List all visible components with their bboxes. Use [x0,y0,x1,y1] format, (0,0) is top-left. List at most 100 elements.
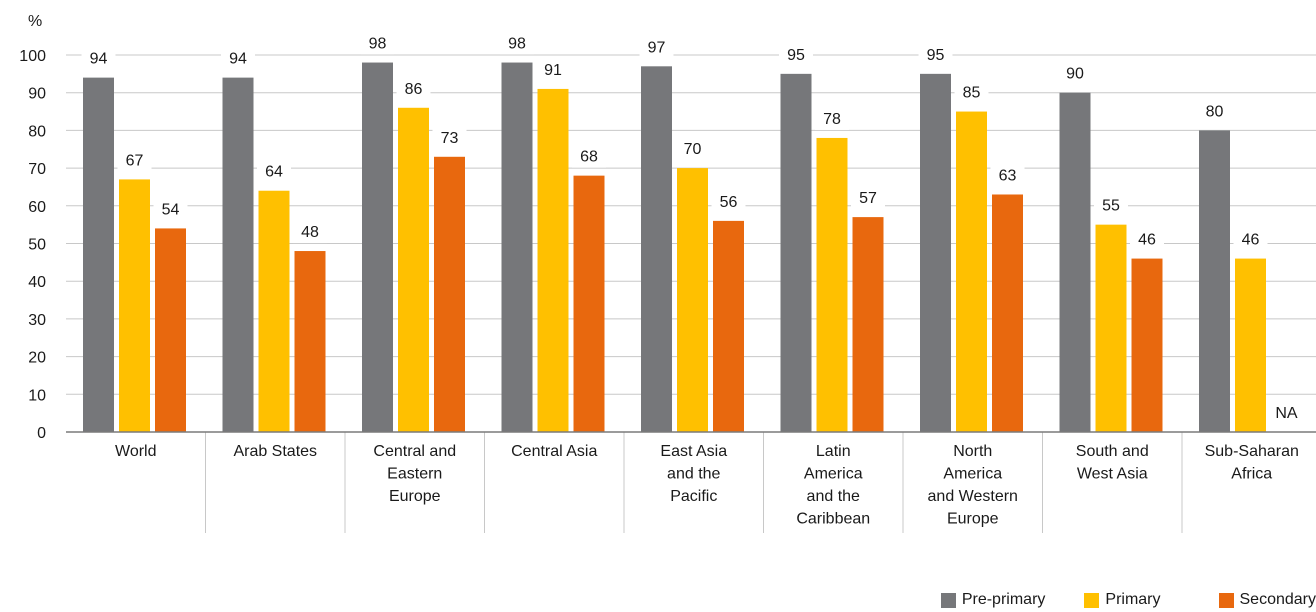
legend-label: Pre-primary [961,591,1046,608]
data-label: 46 [1138,232,1156,249]
category-label: Europe [389,488,441,505]
data-label: 70 [684,141,702,158]
legend: Pre-primary Primary Secondary [940,589,1316,611]
data-label: 46 [1242,232,1260,249]
data-label: 63 [999,167,1017,184]
data-label-background [432,124,467,149]
bar [1059,92,1091,432]
data-label-background [360,30,395,55]
data-label: 90 [1066,66,1084,83]
y-tick-label: 80 [28,123,46,140]
data-label-background [81,45,116,70]
category-label: North [953,443,992,460]
category-label: Latin [816,443,851,460]
bar [992,194,1023,432]
bar [537,88,569,433]
data-label: 68 [580,149,598,166]
data-label-background [396,75,431,100]
category-label: World [115,443,157,460]
legend-swatch [1084,592,1100,608]
bar [258,190,290,432]
data-label: 57 [859,190,877,207]
data-label-background [711,188,746,213]
y-tick-label: 60 [28,199,46,216]
bar [641,66,672,432]
data-label: 80 [1206,103,1224,120]
data-label-background [639,34,674,59]
data-label: 86 [405,81,423,98]
bar [222,77,254,433]
bar [573,175,605,432]
y-tick-label: 50 [28,237,46,254]
category-label: Africa [1231,466,1272,483]
bar [434,156,465,433]
data-label-background [1058,60,1092,85]
data-label-background [918,41,953,66]
data-label: 85 [963,85,981,102]
data-label-background [675,136,710,161]
data-label: 98 [369,36,387,53]
category-label: Pacific [670,488,717,505]
legend-item: Primary [1084,591,1161,609]
category-label: America [804,466,863,483]
bar [501,62,533,432]
bar [1235,258,1266,432]
y-tick-label: 0 [37,425,46,442]
bar [780,73,812,432]
y-tick-label: 10 [28,387,46,404]
data-label: 64 [265,164,283,181]
data-label: 95 [927,47,945,64]
bar [713,220,744,432]
bar [920,73,951,432]
bar [83,77,114,433]
data-label: 94 [229,51,247,68]
data-label: 48 [301,224,319,241]
bar [398,107,429,432]
data-label-background [990,162,1025,187]
data-label: 94 [90,51,108,68]
data-label-background [1233,226,1268,251]
data-label-background [1094,192,1128,217]
data-label-background [572,143,606,168]
bar [119,179,150,432]
y-tick-label: 70 [28,161,46,178]
category-label: South and [1076,443,1149,460]
bar [852,217,884,432]
bar [362,62,393,432]
category-label: Central and [373,443,456,460]
y-tick-label: 100 [19,48,46,65]
data-label-background [293,219,327,244]
data-label-background [221,45,255,70]
y-axis-label: % [28,13,42,30]
category-label: West Asia [1077,466,1148,483]
data-label-background [954,79,989,104]
data-label-background [779,41,813,66]
bar [956,111,987,433]
legend-item: Pre-primary [940,591,1046,609]
y-tick-label: 20 [28,350,46,367]
legend-label: Secondary [1239,591,1316,608]
category-label: Europe [947,511,999,528]
category-label: Arab States [233,443,317,460]
bar [677,168,708,432]
bar [1095,224,1127,432]
missing-value-label: NA [1275,405,1298,422]
category-label: East Asia [660,443,727,460]
bar [816,137,848,432]
data-label-background [1130,226,1164,251]
data-label: 78 [823,111,841,128]
category-label: and Western [928,488,1018,505]
bar [155,228,186,432]
data-label-background [1197,98,1232,123]
data-label-background [536,56,570,81]
data-label: 55 [1102,198,1120,215]
category-label: Sub-Saharan [1205,443,1299,460]
y-tick-label: 90 [28,86,46,103]
category-label: America [943,466,1002,483]
y-tick-label: 40 [28,274,46,291]
data-label: 67 [126,152,144,169]
category-label: and the [667,466,720,483]
data-label: 54 [162,201,180,218]
data-label: 97 [648,39,666,56]
